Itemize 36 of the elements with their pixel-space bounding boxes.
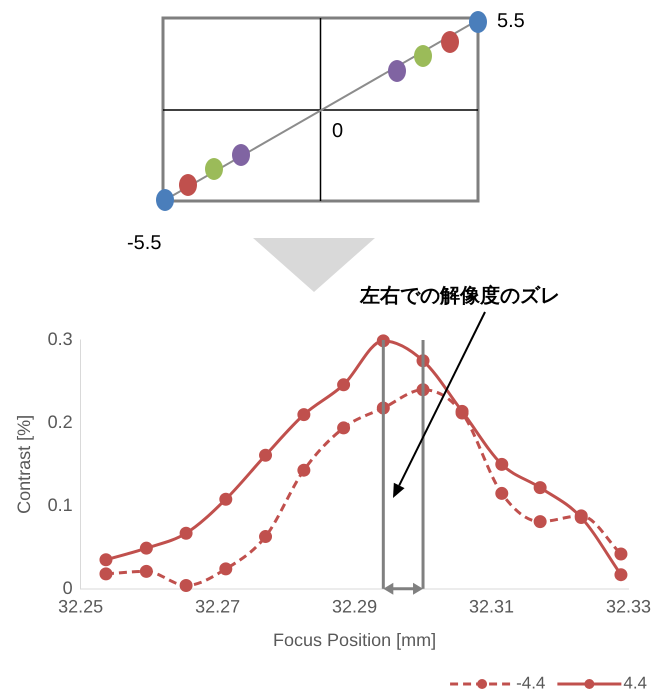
y-tick-label: 0.2 [48,412,73,432]
text: -5.5 [127,232,162,255]
y-tick-label: 0.1 [48,494,73,515]
x-tick-label: 32.25 [58,596,104,617]
point [495,486,508,500]
x-tick-label: 32.31 [468,596,514,617]
point [534,515,547,528]
point [219,562,232,576]
point [180,578,193,592]
point [259,530,272,544]
legend-label: -4.4 [516,674,546,693]
point [337,378,350,392]
point [99,553,112,566]
point [99,567,112,580]
x-tick-label: 32.33 [606,596,651,617]
text: 左右での解像度のズレ [360,282,560,309]
point [495,458,508,471]
point [140,542,153,555]
point [297,408,310,422]
point [297,464,310,477]
point [614,568,628,582]
point [534,481,547,494]
y-tick-label: 0.3 [48,328,73,349]
text: 5.5 [497,10,525,33]
x-tick-label: 32.27 [195,596,240,617]
y-axis-title: Contrast [%] [14,414,34,514]
legend-label: 4.4 [623,674,648,693]
point [219,492,232,506]
point [614,547,628,560]
point [337,421,350,434]
point [140,564,153,578]
y-tick-label: 0 [62,578,73,598]
x-axis-title: Focus Position [mm] [273,630,436,650]
point [259,448,272,462]
point [180,526,193,540]
x-tick-label: 32.29 [332,596,378,617]
